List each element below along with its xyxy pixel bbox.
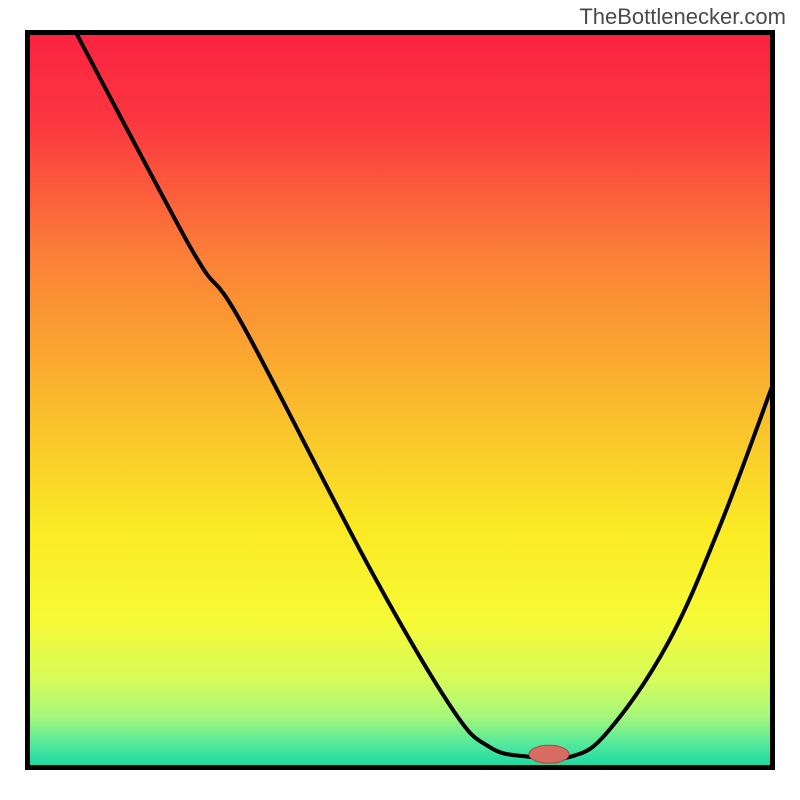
watermark-text: TheBottlenecker.com (579, 4, 786, 30)
bottleneck-chart (25, 30, 775, 770)
optimum-marker (529, 745, 569, 763)
chart-svg (25, 30, 775, 770)
